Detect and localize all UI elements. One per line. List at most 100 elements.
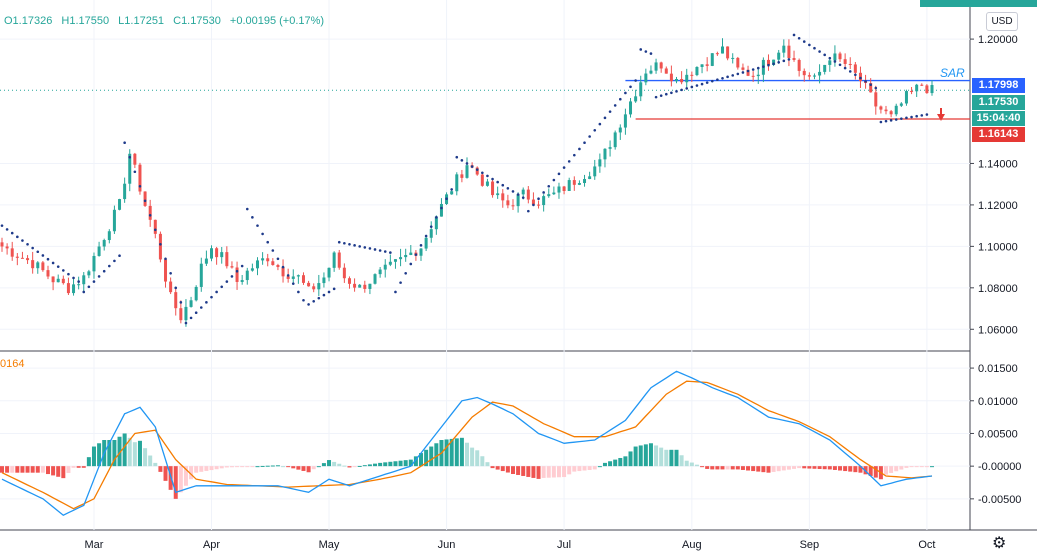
candle-body [629,101,633,115]
macd-histogram-bar [705,466,710,469]
sar-dot [445,197,448,200]
sar-dot [767,63,770,67]
sar-dot [828,56,832,60]
sar-dot [123,141,126,145]
candle-body [102,240,106,247]
candle-body [726,46,730,59]
sar-dot [138,184,142,188]
sar-dot [148,213,152,217]
sar-dot [843,66,847,70]
macd-histogram-bar [250,466,255,468]
sar-dot [762,65,765,68]
sar-dot [802,40,806,43]
candle-body [588,176,592,180]
sar-dot [746,69,750,73]
macd-histogram-bar [669,449,674,467]
macd-histogram-bar [572,466,577,472]
sar-dot [77,280,80,283]
macd-histogram-bar [61,466,66,479]
sar-dot [838,63,842,67]
macd-histogram-bar [792,466,797,469]
candle-body [153,219,157,234]
candle-body [598,159,602,167]
sar-dot [920,114,924,117]
macd-histogram-bar [832,466,837,470]
sar-dot [618,97,622,101]
macd-histogram-bar [97,443,102,467]
macd-histogram-bar [270,465,275,467]
macd-histogram-bar [429,446,434,467]
macd-histogram-bar [117,436,122,467]
macd-histogram-bar [0,466,4,473]
candle-body [884,109,888,112]
macd-histogram-bar [914,466,919,468]
sar-dot [792,33,796,37]
macd-histogram-bar [194,466,199,473]
sar-dot [557,172,561,176]
sar-dot [332,287,336,291]
candle-body [603,148,607,160]
macd-histogram-bar [245,466,250,468]
sar-dot [153,228,157,232]
macd-histogram-bar [597,466,602,468]
sar-dot [159,242,162,246]
candle-body [56,278,60,283]
candle-body [215,248,219,258]
sar-dot [404,272,407,275]
sar-dot [813,46,816,50]
month-tick-label: Mar [85,539,104,551]
candle-body [450,191,454,195]
macd-histogram-bar [419,453,424,467]
macd-histogram-bar [684,460,689,467]
macd-histogram-bar [659,447,664,467]
candle-body [460,174,464,178]
macd-histogram-bar [20,466,25,473]
macd-histogram-bar [199,466,204,472]
macd-histogram-bar [541,466,546,478]
sar-dot [36,250,40,254]
sar-dot [251,216,254,219]
candle-body [526,189,530,200]
sar-dot [624,91,627,95]
sar-dot [695,84,699,87]
macd-histogram-bar [526,466,531,477]
candle-body [797,59,801,71]
sar-dot [179,301,183,304]
sar-dot [164,257,167,261]
candle-body [266,258,270,262]
candle-body [399,257,403,260]
currency-button[interactable]: USD [986,12,1018,31]
candle-body [562,186,566,191]
macd-histogram-bar [178,466,183,493]
sar-dot [414,253,418,256]
sar-dot [608,110,612,113]
candle-body [118,199,122,210]
macd-histogram-bar [689,462,694,467]
candle-body [189,300,193,307]
macd-histogram-bar [715,466,720,470]
macd-histogram-bar [148,455,153,467]
macd-histogram-bar [521,466,526,476]
macd-histogram-bar [265,465,270,467]
sar-dot [639,48,643,51]
candle-body [823,64,827,72]
sar-dot [383,250,387,253]
macd-histogram-bar [127,437,132,467]
candle-body [930,85,934,94]
sar-dot [680,88,683,92]
candle-body [925,85,929,94]
candle-body [818,71,822,76]
candle-body [429,229,433,238]
macd-histogram-bar [137,440,142,467]
macd-histogram-bar [817,466,822,469]
candle-body [772,59,776,66]
candle-body [158,233,162,260]
macd-histogram-bar [316,466,321,468]
sar-dot [133,170,137,174]
macd-histogram-bar [505,466,510,473]
candle-body [848,63,852,65]
candle-body [250,268,254,271]
gear-icon[interactable]: ⚙ [992,535,1007,552]
